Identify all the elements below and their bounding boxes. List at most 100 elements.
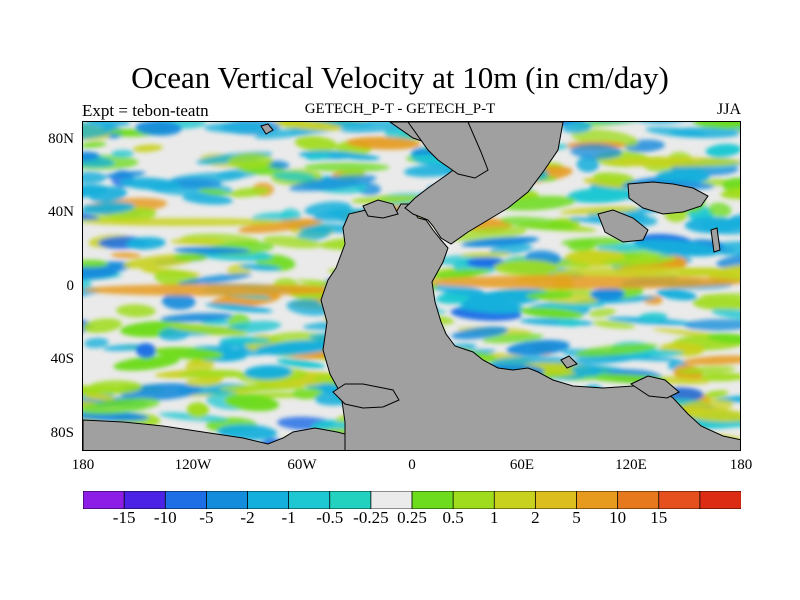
chart-title: Ocean Vertical Velocity at 10m (in cm/da… bbox=[131, 60, 669, 95]
velocity-cell bbox=[489, 243, 533, 255]
lon-tick-180w: 180 bbox=[71, 457, 95, 473]
velocity-cell bbox=[592, 320, 636, 329]
velocity-cell bbox=[705, 143, 740, 157]
velocity-cell bbox=[119, 177, 182, 191]
colorbar-label: -2 bbox=[240, 508, 255, 527]
colorbar-box bbox=[452, 491, 495, 509]
colorbar-box bbox=[370, 491, 413, 509]
velocity-cell bbox=[219, 336, 273, 345]
velocity-cell bbox=[83, 393, 115, 401]
velocity-cell bbox=[84, 337, 109, 349]
velocity-cell bbox=[500, 216, 576, 231]
colorbar-label: -0.25 bbox=[353, 508, 389, 527]
experiment-label: Expt = tebon-teatn bbox=[82, 101, 209, 120]
velocity-cell bbox=[346, 136, 421, 150]
velocity-cell bbox=[556, 318, 583, 327]
velocity-cell bbox=[227, 152, 274, 170]
velocity-cell bbox=[83, 319, 92, 334]
equatorial-band bbox=[83, 218, 283, 226]
velocity-cell bbox=[697, 373, 740, 382]
velocity-cell bbox=[351, 195, 423, 204]
velocity-cell bbox=[656, 169, 710, 185]
colorbar-label: 15 bbox=[650, 508, 668, 527]
velocity-cell bbox=[274, 122, 342, 131]
velocity-cell bbox=[276, 358, 326, 369]
velocity-cell bbox=[83, 122, 116, 140]
northern-peninsula bbox=[407, 122, 489, 179]
velocity-cell bbox=[135, 122, 182, 136]
velocity-cell bbox=[305, 153, 331, 161]
small-island-3 bbox=[560, 355, 578, 369]
velocity-cell bbox=[160, 312, 233, 323]
velocity-cell bbox=[116, 304, 156, 318]
velocity-cell bbox=[461, 236, 540, 248]
small-island-1 bbox=[260, 123, 274, 135]
colorbar-label: -1 bbox=[281, 508, 296, 527]
colorbar-label: 10 bbox=[609, 508, 627, 527]
velocity-cell bbox=[451, 326, 509, 340]
southern-landmass bbox=[83, 419, 346, 450]
velocity-cell bbox=[519, 307, 585, 319]
velocity-cell bbox=[561, 122, 592, 134]
velocity-cell bbox=[457, 305, 523, 313]
northeast-island bbox=[627, 181, 709, 215]
northwest-island bbox=[362, 199, 399, 219]
lat-tick-40s: 40S bbox=[50, 351, 74, 367]
lon-tick-60e: 60E bbox=[509, 457, 535, 473]
velocity-cell bbox=[692, 296, 740, 311]
velocity-cell bbox=[224, 394, 280, 412]
velocity-cell bbox=[304, 162, 390, 173]
velocity-cell bbox=[678, 398, 734, 415]
velocity-cell bbox=[431, 268, 491, 279]
velocity-cell bbox=[568, 240, 597, 252]
velocity-cell bbox=[205, 303, 273, 313]
velocity-cell bbox=[682, 355, 740, 365]
colorbar-box bbox=[288, 491, 331, 509]
velocity-cell bbox=[482, 333, 544, 344]
colorbar-label: -15 bbox=[112, 508, 136, 527]
velocity-cell bbox=[83, 397, 161, 415]
colorbar-box bbox=[411, 491, 454, 509]
velocity-cell bbox=[186, 402, 210, 418]
velocity-cell bbox=[700, 293, 740, 299]
velocity-cell bbox=[711, 309, 740, 322]
velocity-cell bbox=[576, 156, 600, 173]
velocity-cell bbox=[656, 288, 698, 301]
colorbar-label: 1 bbox=[490, 508, 499, 527]
velocity-cell bbox=[83, 385, 124, 394]
velocity-cell bbox=[571, 365, 602, 377]
colorbar-label: 2 bbox=[531, 508, 540, 527]
velocity-cell bbox=[83, 259, 109, 268]
velocity-cell bbox=[602, 255, 677, 267]
velocity-cell bbox=[638, 312, 668, 322]
velocity-cell bbox=[182, 193, 233, 205]
velocity-cell bbox=[708, 263, 740, 283]
velocity-cell bbox=[460, 252, 512, 258]
velocity-cell bbox=[574, 343, 659, 357]
velocity-cell bbox=[110, 252, 142, 259]
velocity-cell bbox=[83, 210, 100, 220]
velocity-cell bbox=[158, 412, 229, 422]
velocity-cell bbox=[238, 218, 323, 234]
equatorial-band bbox=[423, 275, 740, 289]
velocity-cell bbox=[493, 259, 559, 276]
velocity-cell bbox=[716, 252, 740, 269]
velocity-cell bbox=[111, 149, 134, 158]
colorbar-label: 0.5 bbox=[442, 508, 464, 527]
velocity-cell bbox=[154, 347, 224, 360]
colorbar-box bbox=[247, 491, 290, 509]
small-island-2 bbox=[710, 227, 721, 253]
velocity-cell bbox=[706, 333, 740, 344]
velocity-cell bbox=[83, 141, 107, 148]
velocity-cell bbox=[161, 293, 196, 310]
velocity-cell bbox=[170, 238, 225, 246]
velocity-cell bbox=[273, 171, 316, 182]
velocity-cell bbox=[173, 246, 251, 255]
velocity-cell bbox=[567, 187, 635, 204]
velocity-cell bbox=[244, 365, 293, 380]
velocity-cell bbox=[255, 340, 340, 356]
velocity-cell bbox=[588, 308, 616, 318]
colorbar-label: -0.5 bbox=[316, 508, 344, 527]
velocity-cell bbox=[136, 343, 157, 359]
colorbar-label: -5 bbox=[199, 508, 214, 527]
